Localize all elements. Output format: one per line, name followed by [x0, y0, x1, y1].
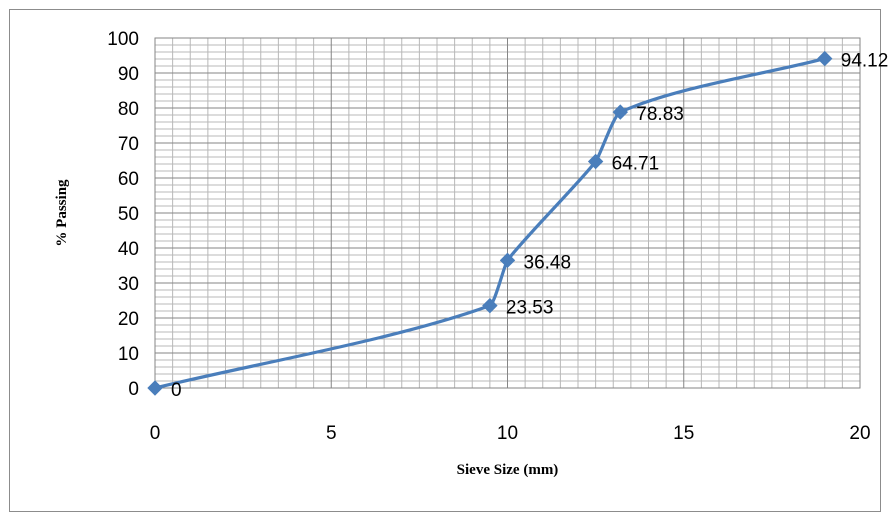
- y-tick-label: 80: [118, 99, 139, 120]
- y-tick-label: 40: [118, 239, 139, 260]
- y-axis-ticks: 0 10 20 30 40 50 60 70 80 90 100: [107, 29, 139, 400]
- data-point-label: 36.48: [524, 252, 572, 273]
- series-markers: [147, 50, 833, 396]
- y-tick-label: 100: [107, 29, 139, 50]
- data-point-marker: [499, 252, 516, 269]
- data-point-label: 78.83: [636, 104, 684, 125]
- data-point-marker: [817, 50, 833, 67]
- y-tick-label: 10: [118, 344, 139, 365]
- data-point-label: 94.12: [841, 51, 889, 72]
- series-line: [153, 56, 827, 390]
- data-labels: 0 23.53 36.48 64.71 78.83 94.12: [171, 51, 888, 401]
- data-point-marker: [612, 104, 629, 120]
- plot-area-border: [154, 37, 861, 389]
- data-point-marker: [482, 297, 498, 314]
- y-tick-label: 0: [128, 379, 139, 400]
- y-tick-label: 60: [118, 169, 139, 190]
- data-point-label: 23.53: [506, 298, 554, 319]
- x-axis-ticks: 0 5 10 15 20: [150, 423, 871, 444]
- y-tick-label: 20: [118, 309, 139, 330]
- y-axis-title: % Passing: [54, 179, 70, 247]
- x-axis-title: Sieve Size (mm): [457, 462, 559, 478]
- y-tick-label: 70: [118, 134, 139, 155]
- x-tick-label: 0: [150, 423, 161, 444]
- y-tick-label: 90: [118, 64, 139, 85]
- data-point-label: 64.71: [612, 154, 660, 175]
- x-tick-label: 20: [849, 423, 870, 444]
- data-point-marker: [587, 153, 604, 170]
- data-point-marker: [147, 380, 163, 396]
- chart-frame: [9, 9, 881, 512]
- data-point-label: 0: [171, 380, 182, 401]
- x-tick-label: 5: [326, 423, 337, 444]
- y-tick-label: 30: [118, 274, 139, 295]
- x-tick-label: 15: [673, 423, 694, 444]
- y-tick-label: 50: [118, 204, 139, 225]
- x-tick-label: 10: [497, 423, 518, 444]
